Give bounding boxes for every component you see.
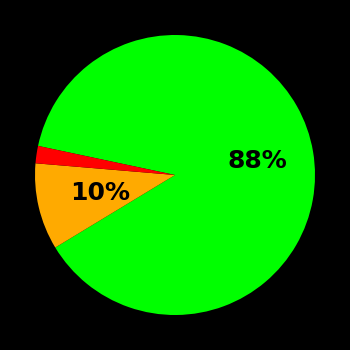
Wedge shape [35, 146, 175, 175]
Text: 88%: 88% [228, 149, 288, 173]
Wedge shape [38, 35, 315, 315]
Text: 10%: 10% [70, 181, 130, 205]
Wedge shape [35, 163, 175, 247]
